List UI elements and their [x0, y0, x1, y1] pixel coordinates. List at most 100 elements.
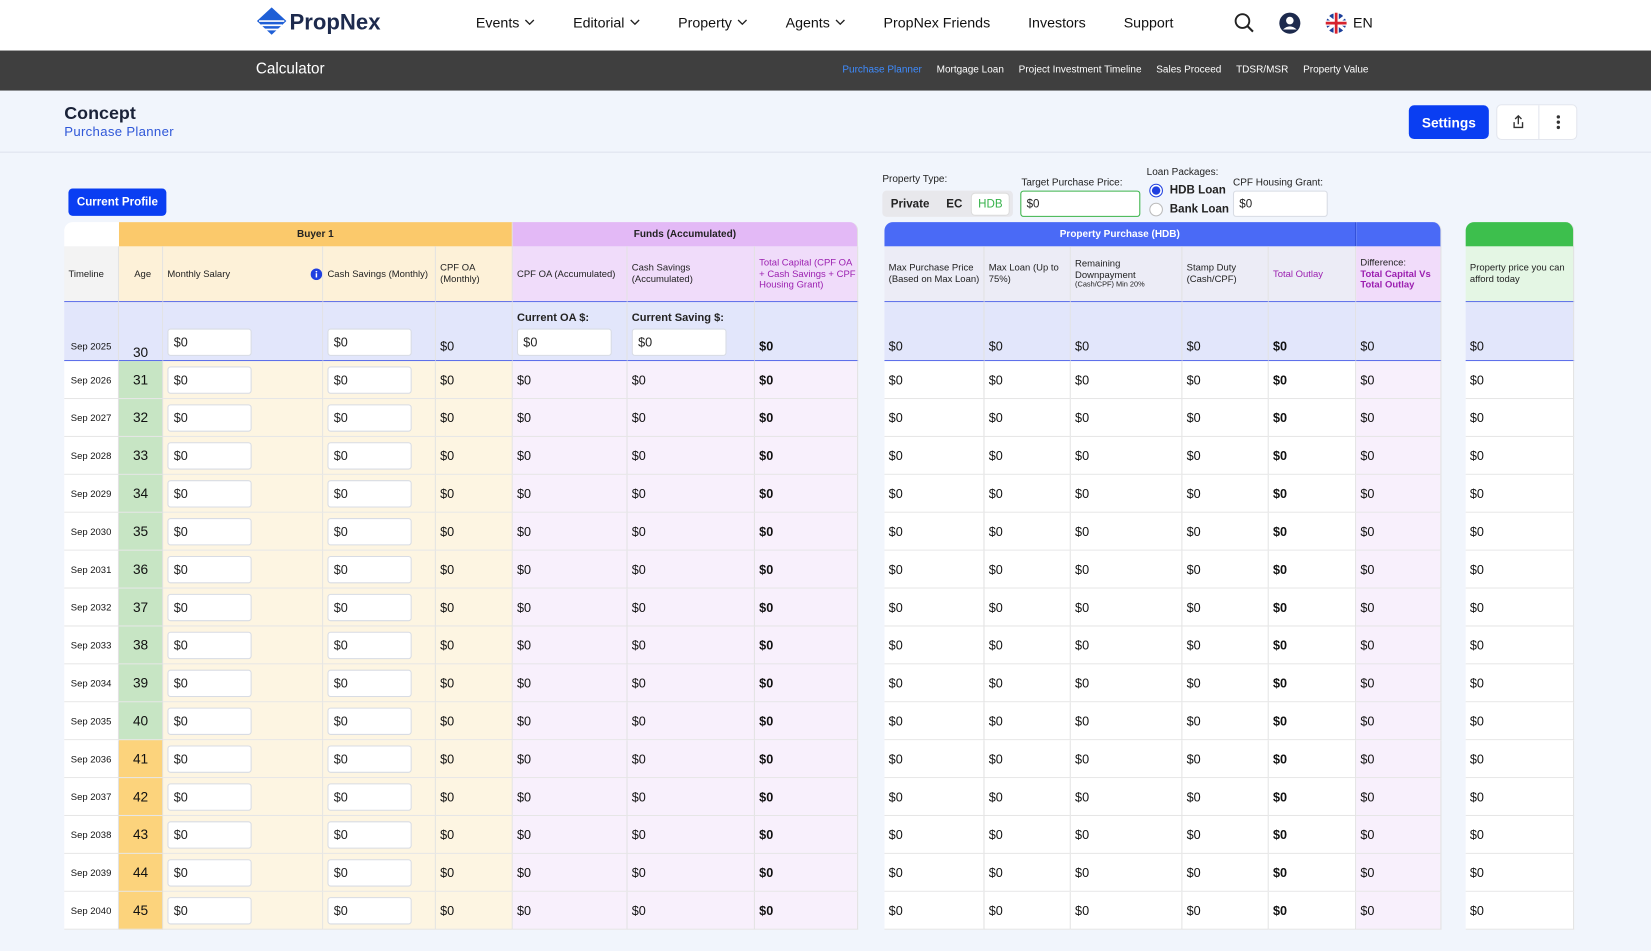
value: $0 — [631, 523, 646, 539]
table-cell: $0 — [754, 664, 859, 703]
nav-item[interactable]: Support — [1124, 15, 1174, 31]
value-input[interactable]: $0 — [167, 744, 252, 773]
menu-icon[interactable] — [1550, 114, 1567, 131]
nav-label[interactable]: Events — [475, 14, 520, 31]
value-input[interactable]: $0 — [327, 669, 412, 697]
value: $0 — [1075, 410, 1090, 425]
language[interactable]: EN — [1353, 14, 1373, 31]
calculator-link[interactable]: Property Value — [1303, 64, 1369, 76]
calculator-link[interactable]: Purchase Planner — [842, 64, 922, 76]
column-label: Age — [134, 268, 152, 279]
property-type-option[interactable]: Private — [890, 197, 930, 211]
value-input[interactable]: $0 — [167, 517, 252, 545]
nav-label[interactable]: PropNex Friends — [883, 14, 991, 31]
nav-item[interactable]: Events — [476, 15, 535, 31]
value: $0 — [516, 675, 532, 691]
logo[interactable] — [256, 7, 287, 39]
table-cell: $0 — [984, 361, 1071, 400]
value: $0 — [888, 485, 903, 501]
buyer-table: Buyer 1 Funds (Accumulated) Timeline Age Mon… — [64, 222, 859, 951]
value: $0 — [631, 827, 646, 842]
value-input[interactable]: $0 — [327, 328, 412, 356]
value-input[interactable]: $0 — [327, 631, 412, 659]
value-input[interactable]: $0 — [167, 555, 252, 583]
value: $0 — [988, 751, 1003, 767]
value-input[interactable]: $0 — [167, 858, 252, 887]
value-input[interactable]: $0 — [167, 631, 252, 659]
brand[interactable]: PropNex — [289, 10, 381, 35]
calculator-link[interactable]: Project Investment Timeline — [1018, 64, 1142, 76]
info-icon[interactable] — [310, 267, 323, 280]
value-input[interactable]: $0 — [327, 858, 412, 887]
loan-option[interactable]: HDB Loan — [1149, 181, 1229, 200]
nav-item[interactable]: Editorial — [573, 15, 640, 31]
nav-item[interactable]: Agents — [786, 15, 846, 31]
table-cell: $0 — [1070, 474, 1183, 513]
value: $0 — [516, 523, 532, 539]
value-input[interactable]: $0 — [167, 782, 252, 811]
flag-icon[interactable] — [1325, 12, 1347, 34]
value-input[interactable]: $0 — [327, 782, 412, 811]
target-input[interactable]: $0 — [1020, 190, 1141, 217]
value-input[interactable]: $0 — [167, 669, 252, 697]
settings-button[interactable]: Settings — [1408, 105, 1489, 139]
value-input[interactable]: $0 — [327, 820, 412, 849]
value-input[interactable]: $0 — [327, 479, 412, 507]
loan-label[interactable]: Bank Loan — [1169, 203, 1230, 216]
value-input[interactable]: $0 — [327, 365, 412, 394]
value-input[interactable]: $0 — [167, 593, 252, 621]
nav-label[interactable]: Editorial — [573, 14, 625, 31]
value-input[interactable]: $0 — [167, 403, 252, 432]
loan-label[interactable]: HDB Loan — [1169, 184, 1226, 197]
search-icon[interactable] — [1234, 13, 1255, 34]
value: $0 — [988, 523, 1003, 539]
nav-label[interactable]: Support — [1123, 14, 1174, 31]
nav-label[interactable]: Property — [678, 14, 732, 31]
value-input[interactable]: $0 — [167, 328, 252, 356]
calculator-link[interactable]: Mortgage Loan — [936, 64, 1004, 76]
profile-button[interactable]: Current Profile — [68, 188, 167, 216]
table-cell: $0 — [627, 399, 755, 437]
nav-item[interactable]: Property — [678, 15, 748, 31]
nav-label[interactable]: Agents — [785, 14, 830, 31]
share-icon[interactable] — [1510, 114, 1527, 131]
value-input[interactable]: $0 — [167, 441, 252, 470]
value-input[interactable]: $0 — [327, 555, 412, 583]
value-input[interactable]: $0 — [327, 744, 412, 773]
property-type-option[interactable]: EC — [946, 197, 963, 211]
property-type-option[interactable]: HDB — [970, 192, 1010, 216]
calculator-link[interactable]: Sales Proceed — [1156, 64, 1222, 76]
value-input[interactable]: $0 — [327, 517, 412, 545]
value-input[interactable]: $0 — [631, 328, 727, 356]
table-cell: $0 — [627, 436, 755, 475]
user-icon[interactable] — [1278, 12, 1301, 35]
nav-label[interactable]: Investors — [1028, 14, 1086, 31]
value: $0 — [1075, 339, 1090, 354]
value-input[interactable]: $0 — [327, 441, 412, 470]
nav-item[interactable]: PropNex Friends — [884, 15, 991, 31]
value: $0 — [440, 561, 455, 577]
table-cell: $0 — [323, 361, 436, 400]
value-input[interactable]: $0 — [327, 896, 412, 924]
loan-option[interactable]: Bank Loan — [1149, 200, 1229, 219]
value-input[interactable]: $0 — [516, 328, 612, 356]
page-header: Concept Purchase Planner Settings — [0, 91, 1651, 153]
value: $0 — [1075, 789, 1090, 804]
table-cell: $0 — [1465, 361, 1575, 400]
value-input[interactable]: $0 — [167, 820, 252, 849]
value-input[interactable]: $0 — [327, 707, 412, 735]
calculator-link[interactable]: TDSR/MSR — [1236, 64, 1289, 76]
value-input[interactable]: $0 — [327, 403, 412, 432]
value-input[interactable]: $0 — [327, 593, 412, 621]
nav-item[interactable]: Investors — [1028, 15, 1086, 31]
value-input[interactable]: $0 — [167, 365, 252, 394]
table-cell: $0 — [1356, 588, 1442, 627]
value-input[interactable]: $0 — [167, 896, 252, 924]
table-cell: $0 — [435, 302, 513, 362]
value: $0 — [631, 372, 646, 387]
value-input[interactable]: $0 — [167, 479, 252, 507]
table-cell: $0 — [323, 778, 436, 817]
value-input[interactable]: $0 — [167, 707, 252, 735]
grant-input[interactable]: $0 — [1232, 190, 1328, 217]
group-header: Property Purchase (HDB) — [884, 222, 1357, 247]
